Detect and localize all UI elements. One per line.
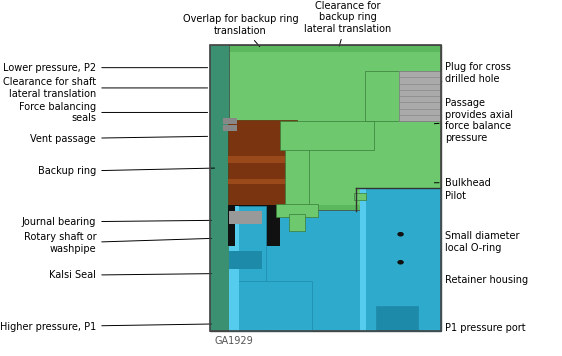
Bar <box>285 123 309 217</box>
Bar <box>360 188 366 331</box>
Bar <box>224 118 237 124</box>
Text: Force balancing
seals: Force balancing seals <box>19 102 207 123</box>
Text: Bulkhead: Bulkhead <box>434 178 491 188</box>
Bar <box>230 52 440 205</box>
Text: Journal bearing: Journal bearing <box>22 217 211 227</box>
Bar <box>210 46 441 331</box>
Bar <box>229 211 261 224</box>
Bar <box>228 179 297 184</box>
Text: GA1929: GA1929 <box>214 336 253 346</box>
Bar <box>354 193 366 200</box>
Bar <box>280 121 374 151</box>
Text: Higher pressure, P1: Higher pressure, P1 <box>0 321 211 331</box>
Bar <box>234 206 239 331</box>
Bar <box>229 210 441 331</box>
Bar <box>229 282 312 331</box>
Bar <box>228 205 297 214</box>
Bar <box>275 204 319 217</box>
Text: Clearance for shaft
lateral translation: Clearance for shaft lateral translation <box>3 77 207 99</box>
Text: Lower pressure, P2: Lower pressure, P2 <box>3 63 207 73</box>
Bar <box>229 282 234 331</box>
Bar <box>229 251 261 268</box>
Bar <box>234 206 266 331</box>
Text: Retainer housing: Retainer housing <box>434 275 528 285</box>
Text: P1 pressure port: P1 pressure port <box>434 323 525 333</box>
Text: Small diameter
local O-ring: Small diameter local O-ring <box>434 231 519 253</box>
Bar <box>229 210 236 331</box>
Text: Kalsi Seal: Kalsi Seal <box>49 270 211 280</box>
Bar <box>365 71 441 121</box>
Text: Overlap for backup ring
translation: Overlap for backup ring translation <box>183 14 298 47</box>
Bar <box>224 125 237 131</box>
Bar <box>210 46 229 331</box>
Bar <box>228 206 280 246</box>
Circle shape <box>397 260 404 265</box>
Circle shape <box>397 232 404 236</box>
Bar <box>210 46 441 331</box>
Text: Rotary shaft or
washpipe: Rotary shaft or washpipe <box>24 232 211 254</box>
Bar <box>228 156 297 163</box>
Text: Plug for cross
drilled hole: Plug for cross drilled hole <box>440 62 510 84</box>
Text: Clearance for
backup ring
lateral translation: Clearance for backup ring lateral transl… <box>304 1 391 46</box>
Bar <box>228 120 297 206</box>
Bar <box>229 46 441 211</box>
Bar <box>289 214 305 231</box>
Text: Passage
provides axial
force balance
pressure: Passage provides axial force balance pre… <box>434 98 513 143</box>
Bar <box>360 188 441 331</box>
Text: Backup ring: Backup ring <box>38 166 215 176</box>
Text: Vent passage: Vent passage <box>30 134 207 143</box>
Bar <box>399 71 441 121</box>
Text: Pilot: Pilot <box>434 192 466 201</box>
Bar <box>377 306 418 331</box>
